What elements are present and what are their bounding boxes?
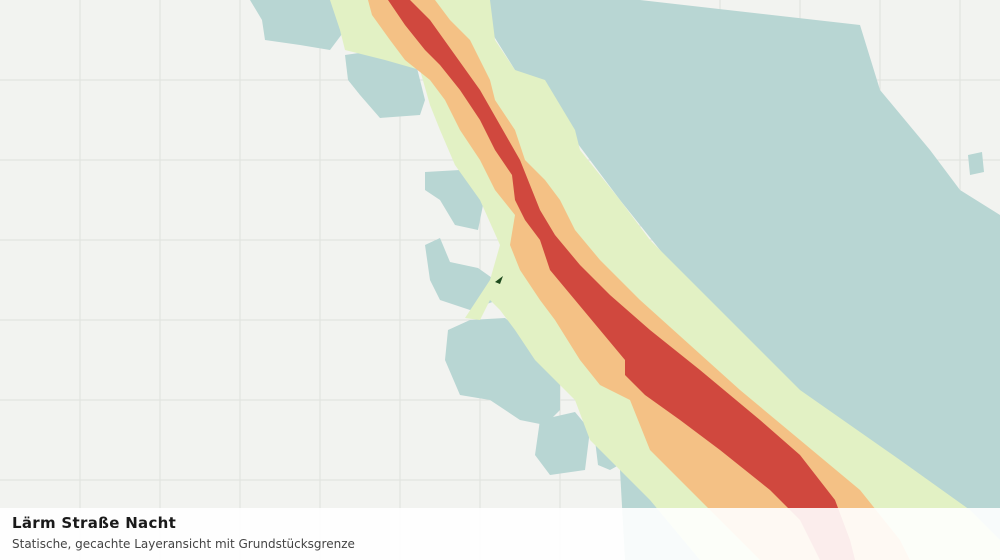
map-marker <box>495 276 503 284</box>
layer-title: Lärm Straße Nacht <box>12 514 177 532</box>
layer-subtitle: Statische, gecachte Layeransicht mit Gru… <box>12 537 355 551</box>
info-panel: Lärm Straße Nacht Statische, gecachte La… <box>0 508 1000 560</box>
noise-zone-high <box>388 0 855 560</box>
